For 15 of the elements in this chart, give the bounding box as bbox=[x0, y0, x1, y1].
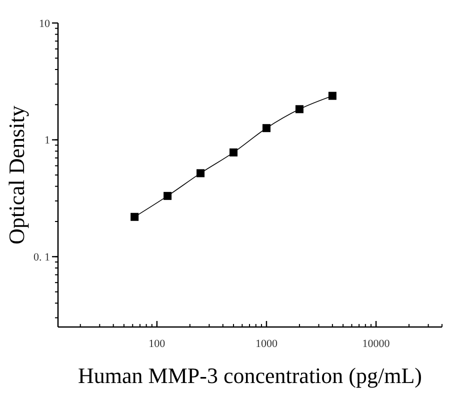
x-tick-label: 1000 bbox=[255, 338, 278, 350]
y-tick-label: 1 bbox=[44, 134, 50, 147]
point bbox=[164, 192, 172, 200]
x-tick-label: 10000 bbox=[362, 338, 390, 350]
y-tick-label: 10 bbox=[39, 18, 50, 30]
x-axis-title: Human MMP-3 concentration (pg/mL) bbox=[78, 363, 422, 388]
point bbox=[328, 92, 336, 100]
point bbox=[130, 212, 139, 221]
point bbox=[262, 124, 270, 132]
y-tick-label: 0. 1 bbox=[34, 252, 50, 264]
point bbox=[196, 169, 205, 178]
point bbox=[230, 148, 238, 156]
y-axis-title: Optical Density bbox=[4, 106, 29, 244]
x-tick-label: 100 bbox=[148, 338, 166, 350]
point bbox=[295, 105, 304, 114]
